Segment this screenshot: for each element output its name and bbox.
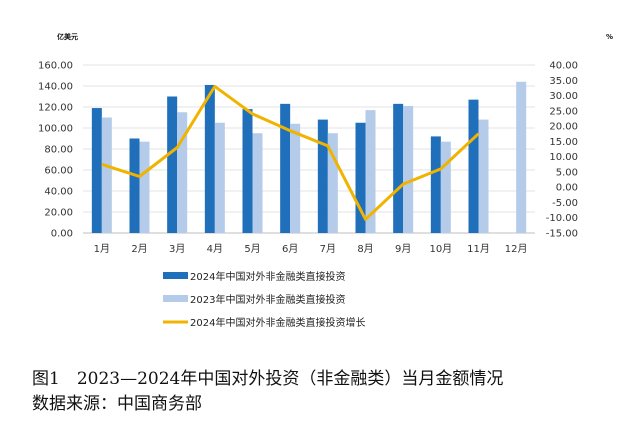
bar-2023 [327,133,338,233]
bar-2023 [365,110,376,233]
x-axis-tick-label: 12月 [505,243,528,255]
right-axis-tick-label: 40.00 [549,61,578,72]
data-source: 数据来源：中国商务部 [32,394,202,414]
figure-caption: 图1 2023—2024年中国对外投资（非金融类）当月金额情况 [32,369,504,389]
right-axis-tick-label: 30.00 [549,91,578,102]
legend-label: 2023年中国对外非金融类直接投资 [190,293,345,306]
gridlines [83,64,535,234]
x-axis-tick-label: 4月 [207,243,223,255]
left-axis-tick-label: 20.00 [44,208,73,219]
bar-2024 [317,119,328,233]
right-axis-unit: % [606,33,613,41]
right-axis-tick-label: -5.00 [552,198,578,209]
right-axis-tick-label: 25.00 [549,106,578,117]
x-axis-tick-label: 5月 [244,243,260,255]
bar-2024 [167,96,178,233]
bar-2023 [101,117,112,233]
bars [91,81,527,234]
right-axis-tick-label: 5.00 [556,167,578,178]
left-axis-tick-label: 80.00 [44,145,73,156]
left-axis-tick-label: 140.00 [38,82,73,93]
x-axis-tick-label: 11月 [467,243,490,255]
bar-2023 [290,123,301,233]
legend-swatch-0 [163,272,188,279]
growth-line [101,84,480,221]
growth-line-path [101,84,480,221]
bar-2023 [478,119,489,233]
left-axis-tick-label: 100.00 [38,124,73,135]
bar-2024 [393,103,404,233]
bar-2024 [129,138,140,233]
bar-2023 [177,112,188,233]
legend-label: 2024年中国对外非金融类直接投资 [190,270,345,283]
bar-2024 [242,109,253,233]
left-axis-unit: 亿美元 [57,32,78,41]
bar-2024 [355,122,366,233]
bar-2024 [430,136,441,233]
x-axis-tick-label: 6月 [282,243,298,255]
x-axis-tick-label: 3月 [169,243,185,255]
left-axis-tick-label: 160.00 [38,61,73,72]
bar-2023 [252,133,263,233]
x-axis-tick-label: 9月 [395,243,411,255]
legend: 2024年中国对外非金融类直接投资 2023年中国对外非金融类直接投资 2024年中… [163,270,365,329]
bar-2024 [280,103,291,233]
bar-2023 [440,141,451,233]
chart: 亿美元 % 0.00 20.00 40.00 60.00 80.00 100.00 120.… [38,32,613,329]
bar-2024 [204,84,215,233]
legend-label: 2024年中国对外非金融类直接投资增长 [190,316,365,329]
x-axis-tick-label: 8月 [357,243,373,255]
legend-swatch-1 [163,295,188,302]
right-axis-tick-label: 15.00 [549,137,578,148]
right-axis-tick-label: 20.00 [549,122,578,133]
right-axis-ticks: -15.00 -10.00 -5.00 0.00 5.00 10.00 15.00 20.00… [546,61,578,240]
right-axis-tick-label: 35.00 [549,76,578,87]
left-axis-tick-label: 120.00 [38,103,73,114]
left-axis-tick-label: 40.00 [44,187,73,198]
x-axis-ticks: 1月 2月 3月 4月 5月 6月 7月 8月 9月 10月 11月 12月 [94,243,528,255]
x-axis-tick-label: 2月 [131,243,147,255]
x-axis-tick-label: 10月 [429,243,452,255]
right-axis-tick-label: 10.00 [549,152,578,163]
bar-2023 [403,105,414,233]
bar-2023 [139,141,150,233]
bar-2024 [468,99,479,234]
right-axis-tick-label: -15.00 [546,229,578,240]
bar-2024 [91,108,102,233]
left-axis-tick-label: 60.00 [44,166,73,177]
left-axis-ticks: 0.00 20.00 40.00 60.00 80.00 100.00 120.00 140.… [38,61,73,240]
right-axis-tick-label: 0.00 [556,183,578,194]
right-axis-tick-label: -10.00 [546,213,578,224]
x-axis-tick-label: 7月 [320,243,336,255]
bar-2023 [516,81,527,233]
bar-2023 [214,122,225,233]
left-axis-tick-label: 0.00 [51,229,73,240]
x-axis-tick-label: 1月 [94,243,110,255]
